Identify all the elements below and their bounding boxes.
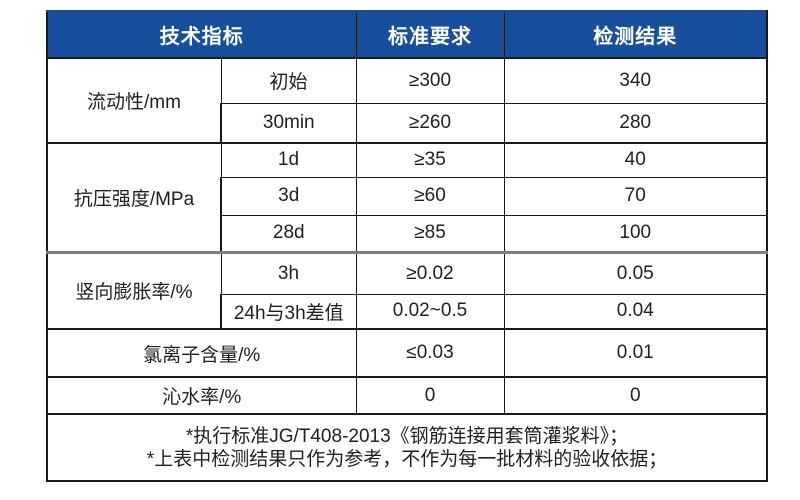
table-row: 氯离子含量/% ≤0.03 0.01 bbox=[46, 328, 768, 378]
header-col-result: 检测结果 bbox=[503, 10, 768, 59]
cell-result: 40 bbox=[503, 142, 768, 178]
table-row: 抗压强度/MPa 1d ≥35 40 bbox=[46, 142, 768, 253]
row-condition: 3h bbox=[220, 250, 357, 295]
table-row: 流动性/mm 初始 ≥300 340 bbox=[46, 57, 768, 144]
cell-result: 0.05 bbox=[503, 250, 768, 295]
header-col-requirement: 标准要求 bbox=[355, 10, 505, 59]
table-row: 沁水率/% 0 0 bbox=[46, 376, 768, 415]
cell-requirement: ≥35 bbox=[355, 142, 505, 178]
section-label-bleeding-rate: 沁水率/% bbox=[46, 376, 357, 415]
table-row: 28d ≥85 100 bbox=[47, 214, 768, 253]
footnote-disclaimer: *上表中检测结果只作为参考，不作为每一批材料的验收依据； bbox=[146, 448, 668, 470]
cell-requirement: ≥300 bbox=[355, 57, 505, 104]
row-condition: 28d bbox=[220, 214, 357, 253]
cell-requirement: ≥0.02 bbox=[355, 250, 505, 295]
cell-requirement: ≥60 bbox=[355, 176, 505, 216]
section-label-chloride-content: 氯离子含量/% bbox=[46, 328, 357, 378]
table-row: 竖向膨胀率/% 3h ≥0.02 0.05 bbox=[46, 250, 768, 330]
header-col-indicator: 技术指标 bbox=[46, 10, 357, 59]
row-condition: 1d bbox=[220, 142, 357, 178]
section-label-vertical-expansion: 竖向膨胀率/% bbox=[46, 250, 222, 330]
cell-requirement: 0.02~0.5 bbox=[355, 293, 505, 330]
table-row: 30min ≥260 280 bbox=[47, 102, 768, 144]
spec-sheet: 技术指标 标准要求 检测结果 流动性/mm 初始 ≥300 340 30min … bbox=[46, 10, 768, 482]
cell-requirement: ≤0.03 bbox=[355, 328, 505, 378]
cell-result: 0.01 bbox=[503, 328, 768, 378]
header-row: 技术指标 标准要求 检测结果 bbox=[46, 10, 768, 59]
cell-requirement: ≥260 bbox=[355, 102, 505, 144]
row-condition: 初始 bbox=[220, 57, 357, 104]
row-condition: 30min bbox=[220, 102, 357, 144]
table-row: 24h与3h差值 0.02~0.5 0.04 bbox=[47, 293, 768, 330]
spec-table: 技术指标 标准要求 检测结果 流动性/mm 初始 ≥300 340 30min … bbox=[46, 10, 768, 482]
cell-result: 280 bbox=[503, 102, 768, 144]
cell-result: 70 bbox=[503, 176, 768, 216]
cell-requirement: ≥85 bbox=[355, 214, 505, 253]
section-label-compressive-strength: 抗压强度/MPa bbox=[46, 142, 222, 253]
cell-result: 100 bbox=[503, 214, 768, 253]
footnotes-cell: *执行标准JG/T408-2013《钢筋连接用套筒灌浆料》； *上表中检测结果只… bbox=[46, 413, 768, 482]
table-row: 3d ≥60 70 bbox=[47, 176, 768, 216]
cell-result: 0 bbox=[503, 376, 768, 415]
section-label-fluidity: 流动性/mm bbox=[46, 57, 222, 144]
cell-result: 340 bbox=[503, 57, 768, 104]
cell-result: 0.04 bbox=[503, 293, 768, 330]
footnote-standard: *执行标准JG/T408-2013《钢筋连接用套筒灌浆料》； bbox=[185, 425, 629, 447]
row-condition: 24h与3h差值 bbox=[220, 293, 357, 330]
cell-requirement: 0 bbox=[355, 376, 505, 415]
footnotes-row: *执行标准JG/T408-2013《钢筋连接用套筒灌浆料》； *上表中检测结果只… bbox=[46, 413, 768, 482]
row-condition: 3d bbox=[220, 176, 357, 216]
